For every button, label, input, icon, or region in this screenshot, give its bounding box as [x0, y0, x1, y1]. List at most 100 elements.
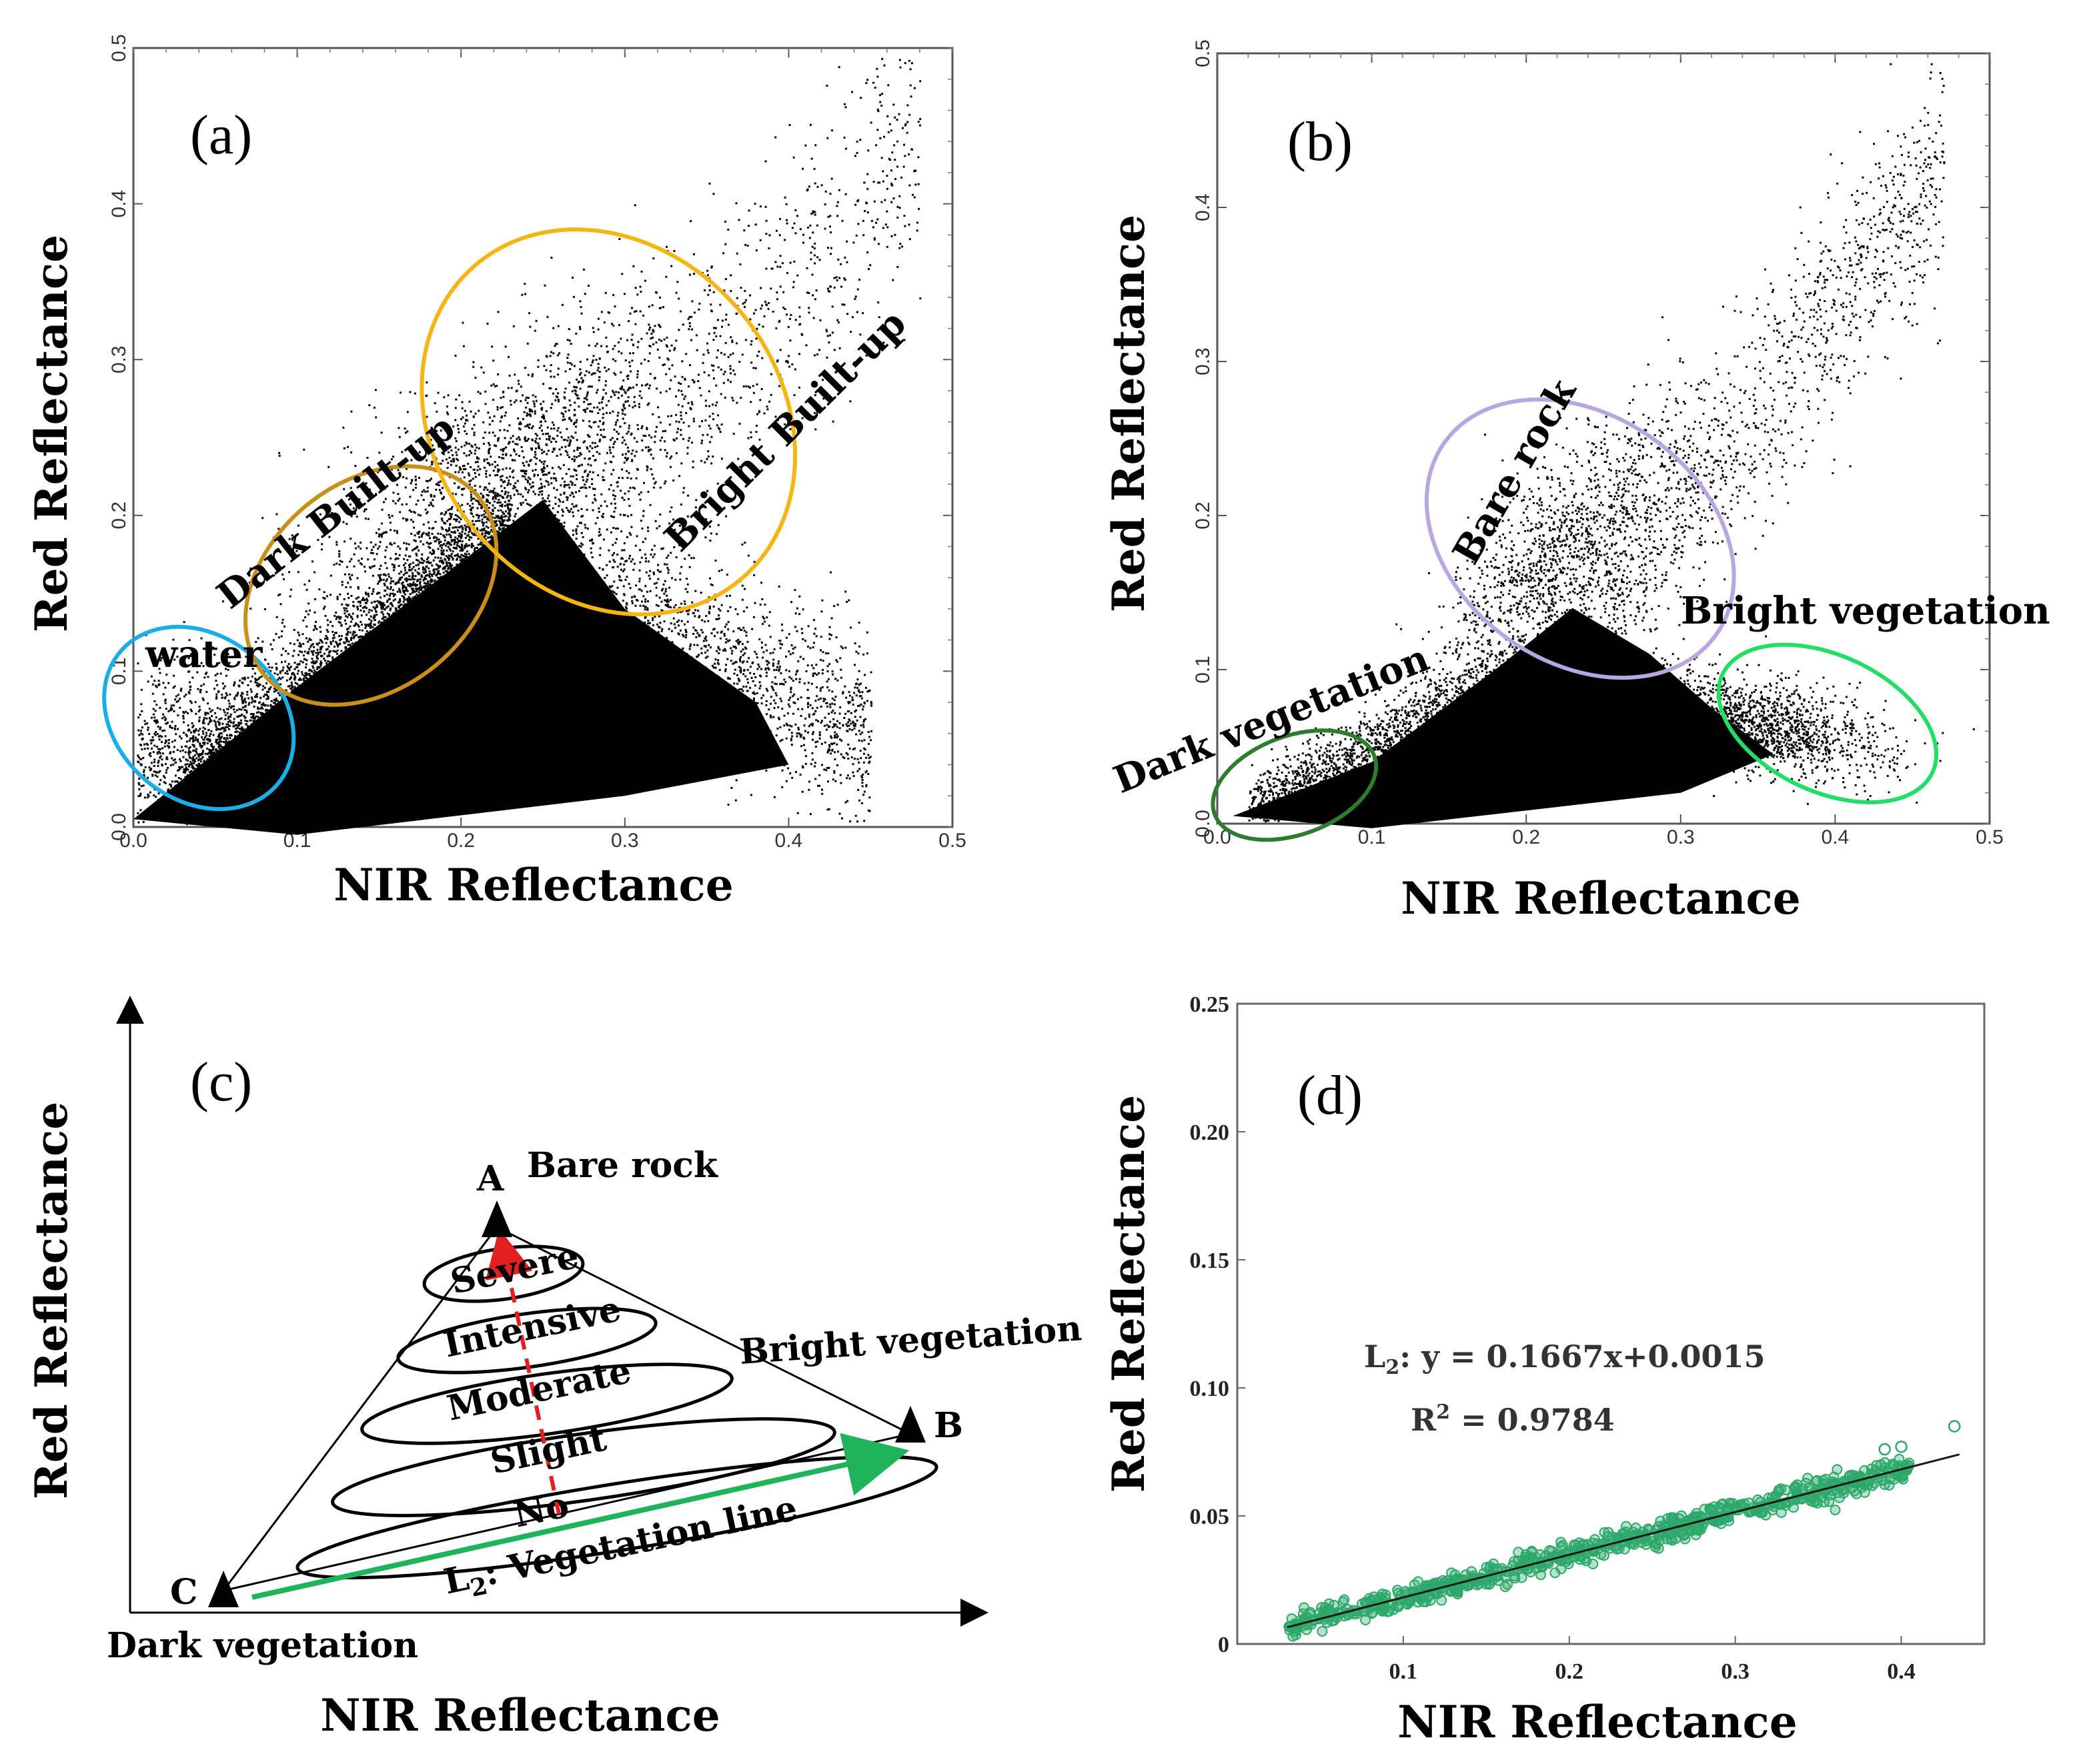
panel-d-point	[1895, 1441, 1908, 1453]
level-label-slight: Slight	[487, 1419, 610, 1483]
panel-d: 0 0.05 0.10 0.15 0.20 0.25 0.1 0.2 0.3 0.4 (d) L2…	[1103, 992, 1986, 1748]
panel-d-point	[1317, 1626, 1328, 1637]
vertex-b-label: Bright vegetation	[738, 1308, 1083, 1373]
panel-d-point	[1715, 1503, 1726, 1514]
region-ellipse-dark-built-up	[243, 464, 499, 707]
panel-b-x-title: NIR Reflectance	[1401, 872, 1800, 924]
region-ellipse-dark-vegetation	[1211, 728, 1379, 842]
panel-d-point	[1417, 1596, 1429, 1607]
panel-d-point	[1776, 1483, 1787, 1495]
panel-d-point	[1859, 1487, 1870, 1498]
vertex-c-label: Dark vegetation	[107, 1625, 418, 1666]
region-ellipse-bright-built-up	[420, 227, 798, 617]
vertex-a-marker	[482, 1200, 512, 1237]
panel-a-dense-core	[133, 500, 789, 835]
panel-d-point	[1301, 1611, 1312, 1622]
panel-d-point	[1690, 1529, 1701, 1541]
panel-d-point	[1699, 1503, 1710, 1515]
panel-b-y-tick-label: 0.4	[1192, 193, 1214, 221]
panel-b-scatter-cloud	[1233, 63, 1975, 828]
panel-d-point	[1827, 1477, 1838, 1487]
panel-a-label: (a)	[190, 104, 252, 166]
panel-d-point	[1499, 1581, 1511, 1593]
vegetation-line-arrow	[251, 1433, 910, 1600]
panel-d-point	[1393, 1601, 1404, 1613]
panel-d-x-tick-label: 0.1	[1389, 1659, 1418, 1684]
panel-b-y-tick-label: 0.3	[1192, 347, 1214, 375]
vertex-c-marker	[208, 1571, 239, 1607]
panel-d-point	[1446, 1567, 1457, 1579]
panel-c-label: (c)	[190, 1051, 252, 1113]
panel-d-point	[1403, 1595, 1415, 1607]
panel-d-point	[1473, 1578, 1485, 1589]
panel-a-y-tick-label: 0.0	[108, 813, 130, 841]
panel-a-x-tick-label: 0.0	[119, 830, 147, 852]
panel-a-scatter-cloud	[133, 57, 922, 835]
panel-b-y-title: Red Reflectance	[1103, 215, 1155, 612]
panel-d-point	[1744, 1497, 1755, 1509]
panel-d-x-tick-label: 0.4	[1887, 1659, 1916, 1684]
level-ellipse-slight	[331, 1417, 836, 1517]
panel-d-x-tick-label: 0.3	[1721, 1659, 1750, 1684]
panel-c-y-title: Red Reflectance	[25, 1102, 77, 1499]
panel-a-x-tick-label: 0.5	[938, 830, 966, 852]
panel-c: (c) A Bare rock B Bright vegetation C Da…	[25, 996, 1083, 1741]
panel-c-x-title: NIR Reflectance	[320, 1689, 720, 1741]
panel-d-point	[1613, 1543, 1625, 1554]
panel-d-point	[1830, 1505, 1841, 1516]
panel-d-point	[1517, 1554, 1529, 1565]
panel-d-point	[1878, 1443, 1891, 1456]
panel-d-point	[1867, 1480, 1878, 1491]
panel-d-point	[1413, 1576, 1424, 1587]
panel-d-point	[1653, 1521, 1664, 1532]
panel-b-label: (b)	[1287, 111, 1353, 173]
panel-b-y-tick-label: 0.5	[1192, 39, 1214, 67]
panel-b-x-tick-label: 0.4	[1822, 826, 1850, 848]
panel-d-point	[1393, 1587, 1404, 1599]
vertex-a-id: A	[476, 1158, 504, 1199]
panel-a-y-tick-label: 0.5	[108, 34, 130, 62]
panel-d-y-tick-label: 0.25	[1190, 992, 1230, 1017]
panel-d-label: (d)	[1297, 1064, 1363, 1126]
panel-a-y-tick-label: 0.2	[108, 502, 130, 530]
panel-d-point	[1319, 1602, 1331, 1613]
panel-b-dense-core	[1233, 608, 1774, 828]
panel-d-point	[1581, 1555, 1592, 1567]
region-ellipse-bright-vegetation	[1716, 642, 1939, 804]
vertex-b-marker	[895, 1406, 926, 1443]
fit-r-squared: R2 = 0.9784	[1411, 1401, 1615, 1438]
panel-d-point	[1452, 1585, 1463, 1596]
panel-d-point	[1871, 1460, 1882, 1471]
panel-a-y-title: Red Reflectance	[25, 235, 77, 632]
vertex-b-id: B	[934, 1405, 963, 1446]
panel-a-points	[137, 57, 922, 826]
panel-a: 0.0 0.1 0.2 0.3 0.4 0.50.00.10.20.30.40.5 (a)…	[25, 34, 966, 911]
panel-d-y-tick-label: 0.05	[1190, 1505, 1230, 1529]
panel-b: 0.0 0.1 0.2 0.3 0.4 0.50.00.10.20.30.40.5 (b)…	[1103, 39, 2050, 924]
panel-a-y-tick-label: 0.3	[108, 345, 130, 373]
panel-a-x-tick-label: 0.4	[775, 830, 803, 852]
panel-d-plot-frame	[1236, 1002, 1986, 1645]
panel-b-y-tick-label: 0.0	[1192, 810, 1214, 838]
panel-d-point	[1360, 1615, 1371, 1625]
panel-d-y-tick-label: 0.15	[1190, 1248, 1230, 1273]
panel-d-point	[1832, 1487, 1843, 1499]
panel-b-x-tick-label: 0.3	[1667, 826, 1695, 848]
panel-d-y-tick-label: 0.10	[1190, 1377, 1230, 1401]
panel-b-y-tick-label: 0.1	[1192, 656, 1214, 684]
panel-d-point	[1602, 1531, 1613, 1542]
panel-d-point	[1859, 1479, 1870, 1491]
panel-d-fit-line	[1287, 1453, 1960, 1629]
panel-b-x-tick-label: 0.1	[1358, 826, 1386, 848]
panel-b-points	[1248, 63, 1975, 823]
panel-d-point	[1808, 1497, 1820, 1507]
panel-d-point	[1832, 1464, 1843, 1475]
fit-equation: L2: y = 0.1667x+0.0015	[1364, 1339, 1766, 1379]
panel-a-x-tick-label: 0.2	[447, 830, 475, 852]
panel-d-point	[1650, 1541, 1661, 1553]
panel-d-point	[1367, 1607, 1379, 1618]
region-label-water: water	[145, 632, 263, 676]
panel-d-point	[1824, 1496, 1835, 1507]
panel-d-y-title: Red Reflectance	[1103, 1095, 1155, 1493]
